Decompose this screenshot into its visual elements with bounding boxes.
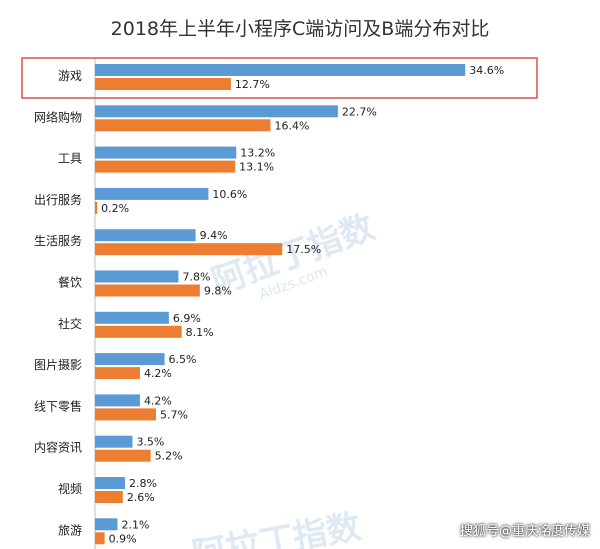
data-label-series-1: 7.8% bbox=[182, 271, 210, 284]
bar-series-1 bbox=[95, 187, 209, 200]
data-label-series-2: 17.5% bbox=[286, 243, 321, 256]
data-label-series-2: 13.1% bbox=[239, 161, 274, 174]
watermarks: 阿拉丁指数 Aldzs.com 阿拉丁指数 bbox=[189, 207, 379, 549]
bar-series-1 bbox=[95, 435, 133, 448]
footer-credit: 搜狐号@重庆洺度传媒 bbox=[459, 524, 590, 539]
bar-series-2 bbox=[95, 160, 236, 173]
data-label-series-1: 10.6% bbox=[212, 188, 247, 201]
bar-series-1 bbox=[95, 518, 118, 531]
bar-series-2 bbox=[95, 78, 231, 90]
data-label-series-2: 5.2% bbox=[155, 450, 183, 463]
category-label: 旅游 bbox=[58, 523, 82, 537]
data-label-series-2: 8.1% bbox=[186, 326, 214, 339]
category-label: 线下零售 bbox=[34, 398, 82, 413]
data-label-series-2: 16.4% bbox=[274, 119, 309, 132]
bar-series-1 bbox=[95, 229, 196, 242]
bar-series-2 bbox=[95, 325, 182, 338]
category-label: 餐饮 bbox=[58, 275, 82, 290]
category-label: 视频 bbox=[58, 481, 82, 496]
bar-series-1 bbox=[95, 146, 237, 159]
bar-series-2 bbox=[95, 284, 200, 297]
data-label-series-2: 0.2% bbox=[101, 202, 129, 215]
bar-series-1 bbox=[95, 353, 165, 366]
bar-series-1 bbox=[95, 394, 140, 407]
data-label-series-2: 5.7% bbox=[160, 408, 188, 421]
data-label-series-1: 22.7% bbox=[342, 105, 377, 118]
bar-series-1 bbox=[95, 477, 125, 489]
data-label-series-2: 4.2% bbox=[144, 367, 172, 380]
bar-series-2 bbox=[95, 491, 123, 503]
category-label: 社交 bbox=[58, 316, 82, 331]
watermark-text-2: 阿拉丁指数 bbox=[189, 507, 363, 549]
bar-series-1 bbox=[95, 311, 169, 324]
data-label-series-1: 6.9% bbox=[173, 312, 201, 325]
bar-series-2 bbox=[95, 408, 156, 421]
data-label-series-1: 9.4% bbox=[200, 229, 228, 242]
category-label: 出行服务 bbox=[34, 192, 82, 207]
data-label-series-1: 13.2% bbox=[240, 147, 275, 160]
data-label-series-1: 6.5% bbox=[169, 353, 197, 366]
data-label-series-2: 0.9% bbox=[109, 532, 137, 545]
bar-series-1 bbox=[95, 64, 466, 76]
data-label-series-1: 34.6% bbox=[469, 64, 504, 77]
bar-series-2 bbox=[95, 449, 151, 462]
data-label-series-1: 3.5% bbox=[136, 436, 164, 449]
category-label: 工具 bbox=[58, 152, 82, 166]
data-label-series-2: 9.8% bbox=[204, 285, 232, 298]
data-label-series-2: 2.6% bbox=[127, 491, 155, 504]
highlight-box bbox=[21, 57, 538, 99]
category-label: 内容资讯 bbox=[34, 440, 82, 455]
category-label: 游戏 bbox=[58, 69, 82, 83]
category-label: 网络购物 bbox=[34, 109, 82, 124]
data-label-series-2: 12.7% bbox=[235, 78, 270, 91]
bar-series-2 bbox=[95, 243, 283, 256]
bars-layer: 游戏 34.6% 12.7% 网络购物 22.7% 16.4% 工具 13.2%13.1% 出行… bbox=[34, 64, 504, 545]
bar-series-2 bbox=[95, 532, 105, 545]
bar-series-1 bbox=[95, 270, 179, 283]
bar-series-1 bbox=[95, 105, 338, 118]
bar-series-2 bbox=[95, 119, 271, 132]
bar-series-2 bbox=[95, 201, 98, 214]
bar-series-2 bbox=[95, 367, 140, 380]
data-label-series-1: 2.1% bbox=[121, 518, 149, 531]
data-label-series-1: 4.2% bbox=[144, 394, 172, 407]
chart-title: 2018年上半年小程序C端访问及B端分布对比 bbox=[110, 18, 490, 40]
category-label: 图片摄影 bbox=[34, 357, 82, 372]
data-label-series-1: 2.8% bbox=[129, 477, 157, 490]
category-label: 生活服务 bbox=[34, 233, 82, 248]
